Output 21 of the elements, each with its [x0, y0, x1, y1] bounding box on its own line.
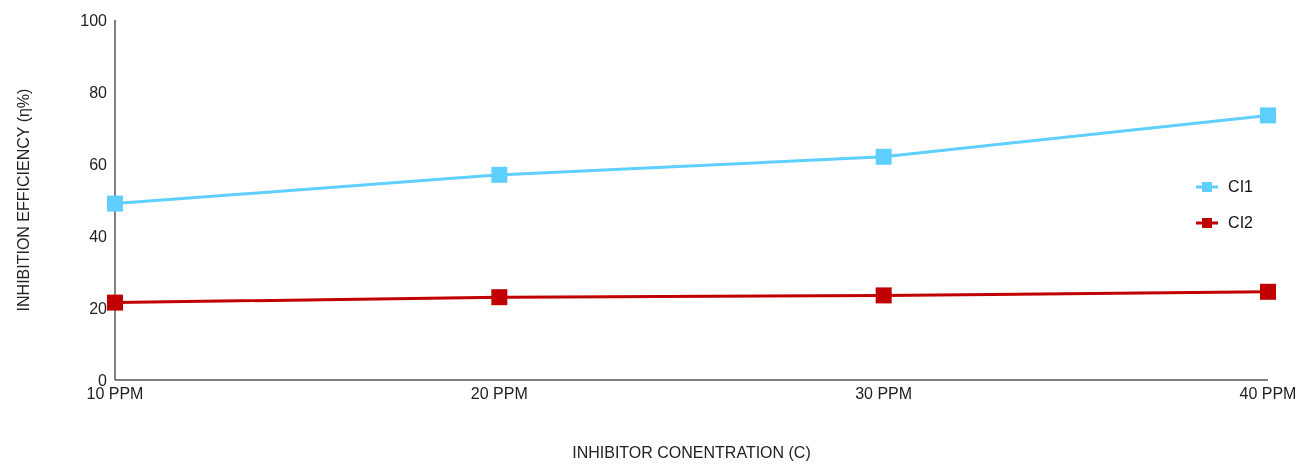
y-tick-label: 60 [89, 155, 108, 173]
x-tick-label: 20 PPM [470, 385, 528, 403]
x-tick-label: 40 PPM [1239, 385, 1297, 403]
point [107, 195, 123, 212]
y-tick-label: 40 [89, 227, 108, 245]
x-axis-title: INHIBITOR CONENTRATION (C) [572, 444, 811, 461]
point [107, 294, 123, 311]
x-tick-label: 10 PPM [86, 385, 144, 403]
point [491, 166, 508, 183]
y-axis-title: INHIBITION EFFICIENCY (η%) [14, 88, 32, 312]
y-tick-label: 100 [80, 11, 108, 29]
y-tick-label: 80 [89, 83, 108, 101]
point [875, 287, 892, 304]
legend-label: CI1 [1228, 178, 1253, 196]
point [1260, 283, 1276, 300]
point [491, 289, 508, 306]
y-tick-label: 20 [89, 299, 108, 317]
legend-label: CI2 [1228, 214, 1253, 232]
point [875, 148, 892, 165]
point [1260, 107, 1276, 124]
x-tick-label: 30 PPM [855, 385, 913, 403]
